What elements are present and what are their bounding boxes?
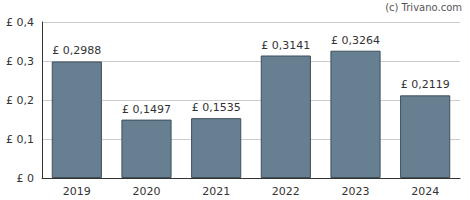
svg-text:2022: 2022 (272, 185, 300, 198)
svg-text:£ 0,3264: £ 0,3264 (331, 34, 380, 47)
svg-text:£ 0,3: £ 0,3 (6, 55, 34, 68)
svg-text:(c) Trivano.com: (c) Trivano.com (385, 2, 462, 13)
svg-text:£ 0: £ 0 (17, 172, 35, 185)
svg-text:2019: 2019 (63, 185, 91, 198)
svg-text:2023: 2023 (342, 185, 370, 198)
svg-text:2020: 2020 (133, 185, 161, 198)
svg-text:£ 0,2119: £ 0,2119 (401, 78, 450, 91)
svg-text:£ 0,2988: £ 0,2988 (52, 44, 101, 57)
svg-text:£ 0,1497: £ 0,1497 (122, 103, 171, 116)
svg-text:£ 0,1535: £ 0,1535 (192, 101, 241, 114)
svg-text:£ 0,3141: £ 0,3141 (261, 39, 310, 52)
svg-text:2021: 2021 (202, 185, 230, 198)
svg-text:£ 0,2: £ 0,2 (6, 94, 34, 107)
svg-text:2024: 2024 (411, 185, 439, 198)
svg-text:£ 0,1: £ 0,1 (6, 133, 34, 146)
svg-text:£ 0,4: £ 0,4 (6, 16, 34, 29)
